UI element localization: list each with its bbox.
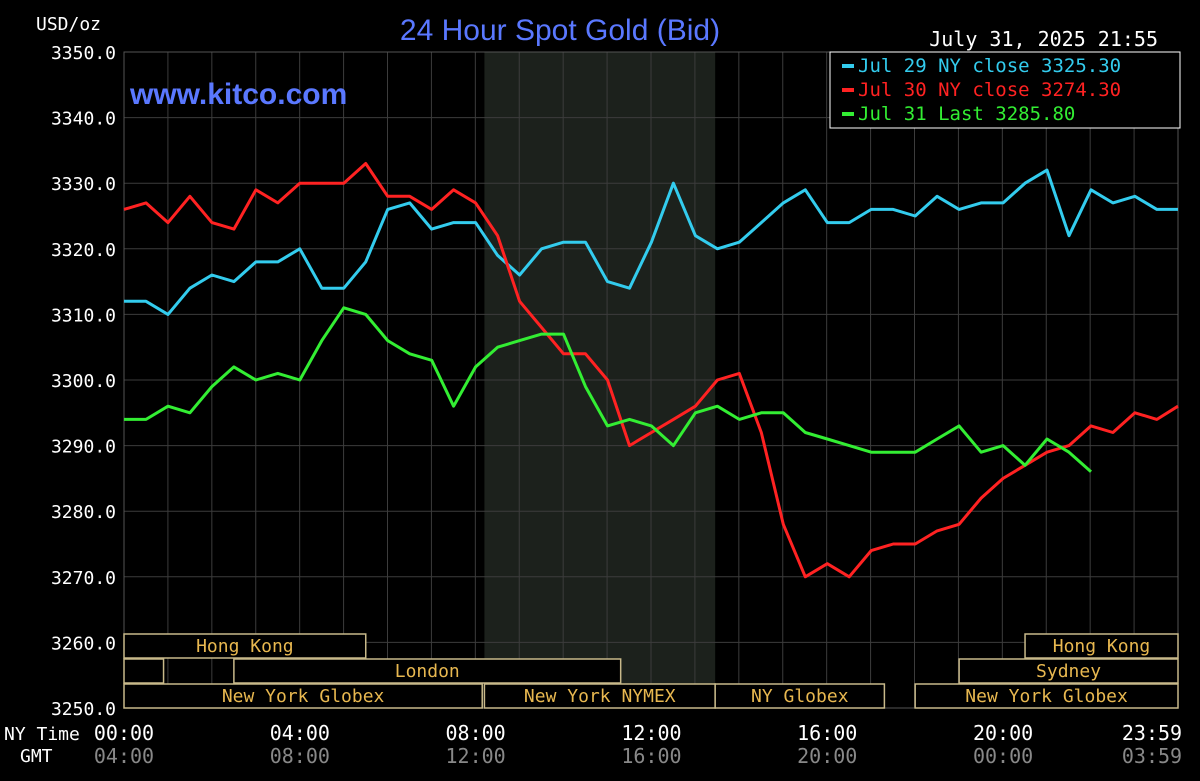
session-box — [123, 633, 367, 659]
website-watermark: www.kitco.com — [129, 78, 347, 111]
legend-entry: Jul 29 NY close 3325.30 — [858, 55, 1121, 77]
legend-entry: Jul 31 Last 3285.80 — [858, 103, 1075, 125]
session-label: New York NYMEX — [524, 686, 676, 707]
x-tick-gmt: 08:00 — [270, 744, 330, 768]
y-tick-label: 3260.0 — [51, 633, 116, 654]
y-tick-label: 3320.0 — [51, 240, 116, 261]
series-line-0 — [124, 168, 1178, 316]
x-tick-ny: 04:00 — [270, 721, 330, 745]
session-label: Sydney — [1036, 661, 1101, 682]
x-tick-gmt: 00:00 — [973, 744, 1033, 768]
legend-entry: Jul 30 NY close 3274.30 — [858, 79, 1121, 101]
session-label: New York Globex — [965, 686, 1128, 707]
session-box — [1024, 633, 1179, 659]
x-tick-gmt: 03:59 — [1122, 744, 1182, 768]
x-tick-ny: 12:00 — [621, 721, 681, 745]
x-tick-ny: 08:00 — [446, 721, 506, 745]
y-tick-label: 3280.0 — [51, 502, 116, 523]
session-label: Hong Kong — [196, 636, 294, 657]
y-tick-label: 3270.0 — [51, 568, 116, 589]
series-line-1 — [123, 162, 1179, 579]
x-row-label-gmt: GMT — [20, 746, 53, 767]
session-box — [123, 683, 483, 709]
x-tick-gmt: 16:00 — [621, 744, 681, 768]
y-tick-label: 3350.0 — [51, 43, 116, 64]
y-tick-label: 3310.0 — [51, 305, 116, 326]
session-label: NY Globex — [751, 686, 849, 707]
y-tick-label: 3330.0 — [51, 174, 116, 195]
series-line-2 — [124, 306, 1092, 473]
x-tick-ny: 20:00 — [973, 721, 1033, 745]
x-tick-gmt: 12:00 — [446, 744, 506, 768]
y-tick-label: 3340.0 — [51, 109, 116, 130]
legend-box — [829, 51, 1181, 129]
x-tick-gmt: 04:00 — [94, 744, 154, 768]
session-box — [714, 683, 886, 709]
x-tick-ny: 00:00 — [94, 721, 154, 745]
session-box — [123, 658, 165, 684]
x-tick-gmt: 20:00 — [797, 744, 857, 768]
session-label: New York Globex — [222, 686, 385, 707]
chart-title: 24 Hour Spot Gold (Bid) — [400, 14, 720, 47]
y-unit-label: USD/oz — [36, 14, 101, 35]
y-tick-label: 3250.0 — [51, 699, 116, 720]
session-box — [233, 658, 622, 684]
session-label: Hong Kong — [1053, 636, 1151, 657]
x-tick-ny: 16:00 — [797, 721, 857, 745]
session-label: London — [395, 661, 460, 682]
session-box — [958, 658, 1179, 684]
date-stamp: July 31, 2025 21:55 — [929, 27, 1158, 51]
session-box — [483, 683, 716, 709]
x-tick-ny: 23:59 — [1122, 721, 1182, 745]
x-row-label-ny: NY Time — [4, 724, 80, 745]
y-tick-label: 3290.0 — [51, 437, 116, 458]
y-tick-label: 3300.0 — [51, 371, 116, 392]
session-box — [914, 683, 1179, 709]
